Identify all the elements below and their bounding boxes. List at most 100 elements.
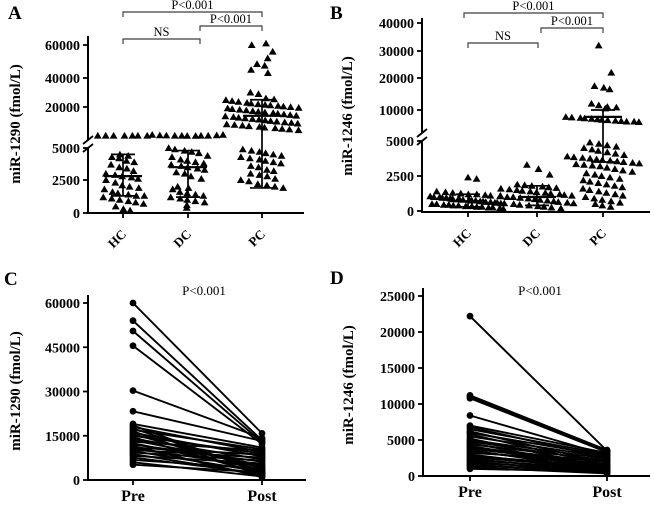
data-point-triangle [580,144,588,151]
y-axis-title: miR-1290 (fmol/L) [8,64,24,184]
data-point-triangle [568,191,576,199]
data-point-triangle [235,105,244,113]
category-label: DC [519,226,543,250]
data-point-triangle [618,183,627,191]
pair-line [132,451,263,462]
data-point-triangle [279,184,288,191]
data-point-triangle [619,166,627,174]
data-point-triangle [603,116,612,124]
data-point-triangle [602,189,611,196]
data-point-triangle [430,193,438,200]
significance-label: P<0.001 [171,0,213,12]
data-point-triangle [253,180,262,187]
data-point-triangle [520,181,529,189]
panel-a-letter: A [8,3,22,24]
data-point-triangle [486,191,495,199]
data-point-triangle [518,187,527,194]
data-point-triangle [114,189,122,197]
data-point-triangle [264,69,272,76]
data-point-triangle [611,116,620,124]
data-point-triangle [587,99,596,107]
data-point-triangle [572,160,580,168]
data-point-triangle [187,148,196,155]
data-point-triangle [130,158,139,166]
data-point-triangle [612,142,621,150]
data-point-triangle [107,194,116,202]
data-point-triangle [592,155,601,163]
data-point-triangle [101,131,110,139]
y-tick-label: 30000 [379,45,414,60]
data-point-triangle [616,198,624,206]
data-point-circle [466,312,474,320]
data-point-triangle [263,172,272,180]
data-point-triangle [191,190,200,198]
data-point-triangle [598,196,607,203]
data-point-triangle [253,60,261,67]
data-point-triangle [269,158,278,166]
data-point-triangle [124,152,133,159]
data-point-triangle [236,176,245,183]
data-point-triangle [618,191,627,199]
data-point-triangle [191,158,200,166]
data-point-triangle [272,117,281,125]
data-point-triangle [99,193,108,201]
y-axis-title: miR-1290 (fmol/L) [8,331,24,451]
data-point-triangle [242,106,251,114]
pair-line [469,397,608,454]
pair-line [469,459,608,470]
data-point-triangle [594,101,603,109]
significance-bracket [540,27,604,33]
data-point-triangle [170,131,179,139]
data-point-triangle [166,193,175,201]
data-point-triangle [247,146,256,154]
significance-bracket [122,38,201,44]
y-tick-label: 15000 [45,430,80,445]
data-point-triangle [212,131,221,139]
data-point-circle [129,317,137,325]
data-point-triangle [124,197,133,205]
data-point-triangle [155,131,164,139]
data-point-triangle [563,152,572,160]
category-label: PC [586,226,609,249]
data-point-triangle [579,176,588,184]
data-point-triangle [509,200,518,207]
y-tick-label: 40000 [45,72,80,87]
data-point-triangle [596,162,604,170]
data-point-triangle [111,202,120,210]
pair-line [132,434,263,455]
category-label: PC [245,227,268,250]
data-point-circle [258,437,266,445]
p-value-label: P<0.001 [182,283,226,298]
data-point-triangle [456,189,465,197]
data-point-triangle [500,199,509,207]
data-point-triangle [287,119,296,126]
data-point-triangle [523,161,531,168]
data-point-triangle [263,166,271,173]
data-point-triangle [271,124,280,132]
data-point-triangle [263,54,272,62]
error-bar [243,98,281,189]
y-axis-title: miR-1246 (fmol/L) [340,56,356,176]
data-point-triangle [140,192,149,199]
data-point-triangle [617,117,626,124]
data-point-triangle [221,112,230,120]
data-point-triangle [613,157,622,165]
data-point-triangle [607,68,616,76]
data-point-triangle [605,85,614,93]
pair-line [469,454,608,468]
data-point-triangle [545,170,554,178]
pair-line [469,467,608,473]
data-point-triangle [464,173,472,181]
y-tick-label: 60000 [45,39,80,54]
data-point-triangle [234,113,243,121]
y-tick-label: 2500 [386,170,414,185]
pair-line [469,464,608,472]
data-point-triangle [602,180,611,188]
error-bar [584,109,622,163]
pair-line [469,394,608,451]
data-point-triangle [509,193,518,200]
data-point-triangle [246,169,255,177]
data-point-triangle [223,104,232,112]
data-point-triangle [134,175,142,182]
